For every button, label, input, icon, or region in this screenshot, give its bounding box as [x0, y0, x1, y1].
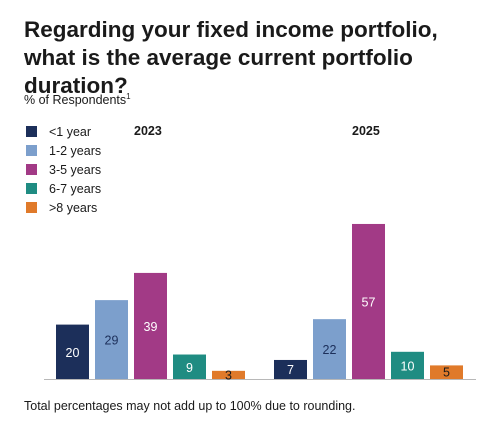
bar-2023-series-4	[212, 370, 245, 379]
legend-item-6-7: 6-7 years	[26, 179, 101, 198]
data-label-2025-series-4: 5	[443, 366, 450, 380]
legend-label-6-7: 6-7 years	[49, 181, 102, 196]
data-label-2025-series-0: 7	[287, 363, 294, 377]
data-label-2025-series-2: 57	[362, 295, 376, 309]
legend-swatch-3-5	[26, 164, 37, 175]
data-label-2023-series-1: 29	[105, 334, 119, 348]
legend-swatch-lt1	[26, 126, 37, 137]
bar-2023-series-3	[173, 354, 206, 379]
data-label-2023-series-4: 3	[225, 368, 232, 382]
legend-item-lt1: <1 year	[26, 122, 101, 141]
bar-2025-series-1	[313, 319, 346, 379]
legend-label-lt1: <1 year	[49, 124, 92, 139]
legend-swatch-1-2	[26, 145, 37, 156]
data-label-2025-series-3: 10	[401, 359, 415, 373]
legend-item-1-2: 1-2 years	[26, 141, 101, 160]
data-label-2023-series-2: 39	[144, 320, 158, 334]
legend-swatch-gt8	[26, 202, 37, 213]
bar-2023-series-0	[56, 324, 89, 379]
category-label-2023: 2023	[134, 124, 162, 138]
data-label-2025-series-1: 22	[323, 343, 337, 357]
legend-item-3-5: 3-5 years	[26, 160, 101, 179]
bar-2025-series-4	[430, 365, 463, 379]
category-label-2025: 2025	[352, 124, 380, 138]
legend-label-1-2: 1-2 years	[49, 143, 102, 158]
bar-2025-series-2	[352, 223, 385, 379]
chart-title: Regarding your fixed income portfolio, w…	[24, 17, 438, 98]
bar-2023-series-2	[134, 272, 167, 379]
y-axis-label-text: % of Respondents	[24, 93, 127, 108]
footnote: Total percentages may not add up to 100%…	[24, 399, 356, 413]
data-label-2023-series-3: 9	[186, 361, 193, 375]
legend-label-3-5: 3-5 years	[49, 162, 102, 177]
footnote-marker: 1	[126, 92, 131, 101]
bar-2025-series-0	[274, 359, 307, 379]
legend-swatch-6-7	[26, 183, 37, 194]
legend: <1 year 1-2 years 3-5 years 6-7 years >8…	[26, 122, 101, 217]
data-label-2023-series-0: 20	[66, 346, 80, 360]
bar-2023-series-1	[95, 300, 128, 379]
legend-label-gt8: >8 years	[49, 200, 98, 215]
y-axis-label: % of Respondents1	[24, 92, 131, 107]
legend-item-gt8: >8 years	[26, 198, 101, 217]
bar-2025-series-3	[391, 351, 424, 379]
